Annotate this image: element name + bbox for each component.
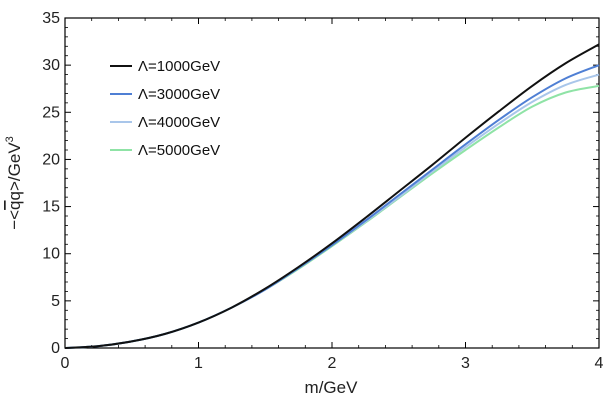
y-tick-label: 35 [42,10,60,27]
legend-label: Λ=4000GeV [138,114,220,131]
x-tick-label: 1 [194,355,203,372]
y-tick-label: 25 [42,104,60,121]
y-tick-label: 0 [51,340,60,357]
legend-label: Λ=3000GeV [138,86,220,103]
y-label-exponent: 3 [4,136,16,142]
series-line-2 [64,64,600,349]
legend: Λ=1000GeV Λ=3000GeV Λ=4000GeV Λ=5000GeV [110,58,220,159]
y-label-suffix: >/GeV [5,142,24,191]
legend-label: Λ=1000GeV [138,58,220,75]
x-tick-label: 2 [328,355,337,372]
y-label-antiquark: q [5,200,24,209]
y-label-prefix: −< [5,210,24,230]
y-tick-label: 15 [42,199,60,216]
y-tick-label: 30 [42,57,60,74]
legend-label: Λ=5000GeV [138,142,220,159]
x-axis-label: m/GeV [305,378,359,397]
ticks: 0 1 2 3 4 0 5 10 15 20 25 30 35 [42,10,603,372]
y-axis-label: −<qq>/GeV3 [4,136,24,230]
x-tick-label: 4 [595,355,603,372]
y-tick-label: 10 [42,246,60,263]
series-line-1 [64,43,600,349]
x-tick-label: 0 [61,355,70,372]
y-tick-label: 5 [51,293,60,310]
x-tick-label: 3 [461,355,470,372]
y-tick-label: 20 [42,151,60,168]
series-group [64,43,600,349]
y-label-quark: q [5,191,24,200]
